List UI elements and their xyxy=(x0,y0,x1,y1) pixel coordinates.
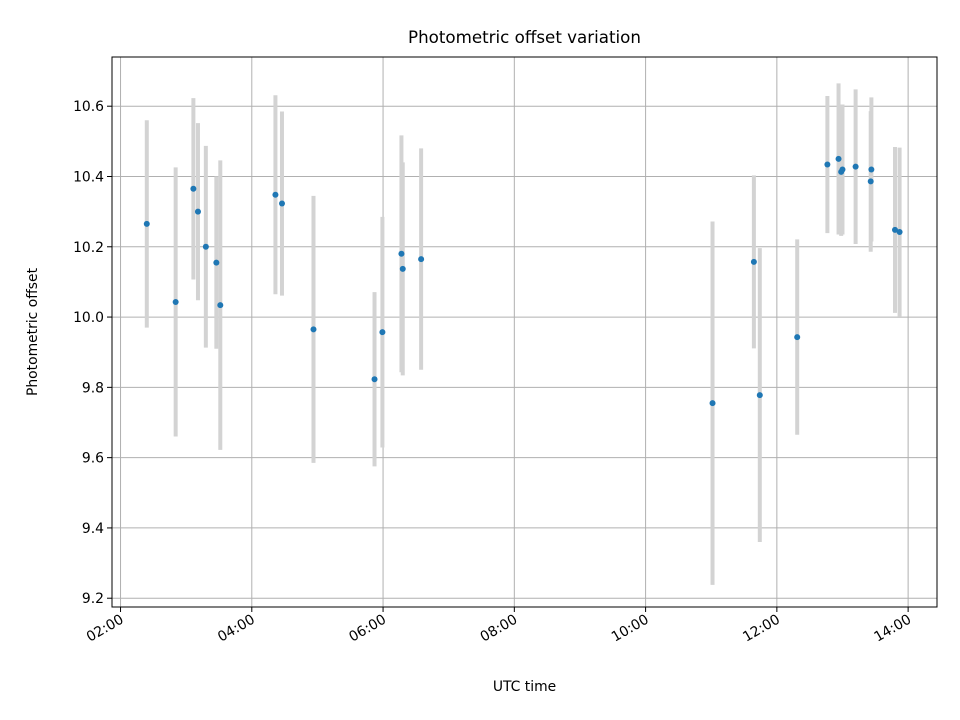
x-tick-label: 10:00 xyxy=(609,612,652,646)
y-axis: 9.2 9.4 9.6 9.8 10.0 10.2 10.4 10.6 xyxy=(73,99,112,607)
x-tick-label: 08:00 xyxy=(478,612,521,646)
data-point xyxy=(750,258,757,265)
data-point xyxy=(867,178,874,185)
data-point xyxy=(891,226,898,233)
data-point xyxy=(852,163,859,170)
y-tick-label: 10.0 xyxy=(73,310,104,326)
data-point xyxy=(399,265,406,272)
data-point xyxy=(418,256,425,263)
data-point xyxy=(217,302,224,309)
data-point xyxy=(278,200,285,207)
data-point xyxy=(709,400,716,407)
x-tick-label: 06:00 xyxy=(346,612,389,646)
data-points xyxy=(143,155,903,407)
data-point xyxy=(794,334,801,341)
data-point xyxy=(896,229,903,236)
x-tick-label: 04:00 xyxy=(215,612,258,646)
data-point xyxy=(824,161,831,168)
chart-title: Photometric offset variation xyxy=(408,27,641,47)
data-point xyxy=(756,392,763,399)
y-tick-label: 9.4 xyxy=(82,521,104,537)
data-point xyxy=(371,376,378,383)
x-tick-label: 02:00 xyxy=(84,612,127,646)
y-tick-label: 9.2 xyxy=(82,591,104,607)
data-point xyxy=(202,243,209,250)
data-point xyxy=(213,259,220,266)
data-point xyxy=(194,208,201,215)
data-point xyxy=(379,329,386,336)
error-bars xyxy=(144,83,902,585)
data-point xyxy=(190,185,197,192)
x-tick-label: 12:00 xyxy=(740,612,783,646)
y-tick-label: 10.6 xyxy=(73,99,104,115)
data-point xyxy=(868,166,875,173)
data-point xyxy=(172,298,179,305)
data-point xyxy=(143,220,150,227)
y-tick-label: 10.2 xyxy=(73,240,104,256)
x-axis-label: UTC time xyxy=(493,679,556,695)
data-point xyxy=(310,326,317,333)
x-tick-label: 14:00 xyxy=(871,612,914,646)
y-tick-label: 10.4 xyxy=(73,169,104,185)
y-tick-label: 9.8 xyxy=(82,380,104,396)
data-point xyxy=(272,191,279,198)
y-tick-label: 9.6 xyxy=(82,451,104,467)
data-point xyxy=(398,250,405,257)
grid xyxy=(112,57,937,607)
y-axis-label: Photometric offset xyxy=(25,267,41,396)
plot-frame xyxy=(111,56,938,608)
data-point xyxy=(835,155,842,162)
x-axis: 02:00 04:00 06:00 08:00 10:00 12:00 14:00 xyxy=(84,607,914,645)
data-point xyxy=(839,166,846,173)
